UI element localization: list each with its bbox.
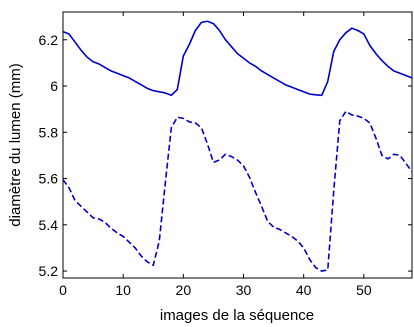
ticks-layer: 0 10 20 30 40 50 5.2 5.4 5.6 5.8 6 6.2: [39, 12, 412, 298]
y-tick-label: 5.2: [39, 263, 59, 279]
y-tick-label: 6: [50, 78, 58, 94]
x-tick-label: 50: [356, 282, 372, 298]
y-tick-label: 5.6: [39, 171, 59, 187]
series-line-solid: [62, 20, 413, 97]
x-axis-label: images de la séquence: [160, 307, 314, 324]
x-tick-label: 10: [115, 282, 131, 298]
y-axis-label: diamètre du lumen (mm): [7, 63, 24, 226]
y-tick-label: 6.2: [39, 32, 59, 48]
x-tick-label: 20: [176, 282, 192, 298]
y-tick-label: 5.8: [39, 124, 59, 140]
x-tick-label: 0: [59, 282, 67, 298]
plot-area: [62, 11, 413, 279]
y-tick-label: 5.4: [39, 217, 59, 233]
series-line-dashed: [62, 110, 413, 272]
x-tick-label: 30: [236, 282, 252, 298]
series-layer: [62, 20, 413, 272]
x-tick-label: 40: [296, 282, 312, 298]
